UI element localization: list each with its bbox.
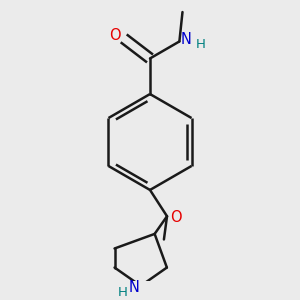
Text: N: N bbox=[181, 32, 192, 47]
Text: N: N bbox=[128, 280, 139, 295]
Text: H: H bbox=[118, 286, 128, 299]
Text: H: H bbox=[196, 38, 206, 51]
Text: O: O bbox=[170, 210, 182, 225]
Text: O: O bbox=[109, 28, 121, 44]
